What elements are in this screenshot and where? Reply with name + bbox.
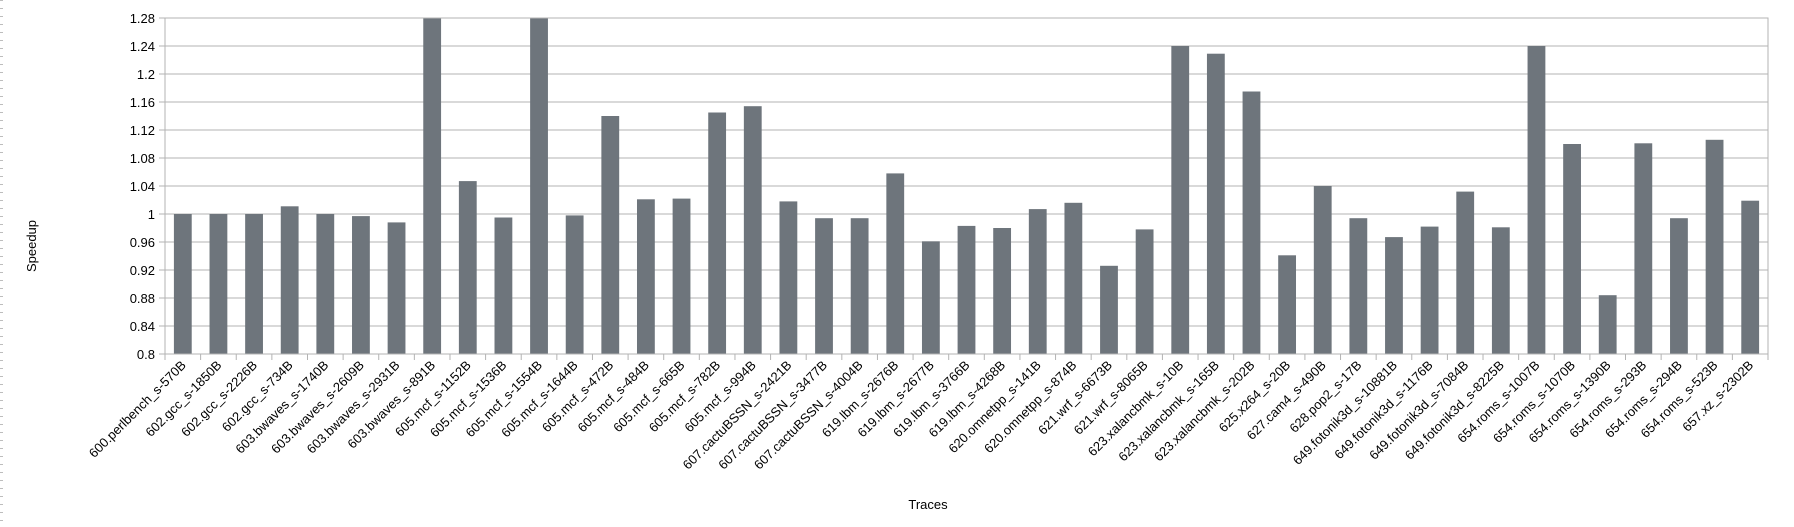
y-tick-label: 0.96 [130,235,155,250]
y-axis-tick-labels: 0.8 0.84 0.88 0.92 0.96 1 1.04 1.08 1.12 1.16 1.2 1… [130,11,155,362]
bar [1135,229,1154,354]
bars [173,18,1760,354]
bar [316,214,335,354]
left-dotted-border [0,0,3,522]
bar [1420,226,1439,354]
bar [850,218,869,354]
bar [352,216,370,354]
bar [1171,46,1190,354]
y-tick-label: 0.92 [130,263,155,278]
bar [1278,255,1297,354]
bar [1598,295,1617,354]
bar [1206,53,1225,354]
bar [1741,200,1760,354]
bar [280,206,299,354]
bar [1313,186,1332,354]
bar [530,18,548,354]
bar [1456,191,1475,354]
bar [494,217,513,354]
bar [1527,46,1546,354]
y-tick-label: 1.04 [130,179,155,194]
bar [1634,143,1653,354]
y-tick-label: 0.88 [130,291,155,306]
bar [423,18,442,354]
bar [209,214,228,354]
bar [173,214,192,354]
bar [886,173,905,354]
y-tick-label: 1.2 [137,67,155,82]
y-tick-label: 1 [148,207,155,222]
y-tick-label: 1.08 [130,151,155,166]
bar [1385,237,1403,354]
bar [387,222,406,354]
bar [1670,218,1688,354]
y-axis-title: Speedup [24,220,39,272]
bar [993,228,1012,354]
bar [245,214,263,354]
y-tick-label: 1.12 [130,123,155,138]
bar [708,112,727,354]
bar [1349,218,1368,354]
bar [672,198,691,354]
bar [458,181,477,354]
bar [636,199,655,354]
y-tick-label: 1.16 [130,95,155,110]
bar [815,218,833,354]
bar [1100,265,1118,354]
bar [743,106,762,354]
plot-frame [164,17,1769,355]
bar [1242,91,1261,354]
y-tick-label: 1.24 [130,39,155,54]
x-axis-tick-labels: 600.perlbench_s-570B602.gcc_s-1850B602.g… [86,358,1756,473]
bar [1028,209,1047,354]
bar [957,225,976,354]
bar [601,116,620,354]
y-tick-label: 0.8 [137,347,155,362]
bar [1491,227,1510,354]
bar [1563,144,1581,354]
y-tick-label: 1.28 [130,11,155,26]
bar [1064,202,1083,354]
y-tick-label: 0.84 [130,319,155,334]
bar [921,241,940,354]
bar [1705,139,1724,354]
bar [779,201,798,354]
bar [565,215,584,354]
x-axis-title: Traces [908,497,948,512]
